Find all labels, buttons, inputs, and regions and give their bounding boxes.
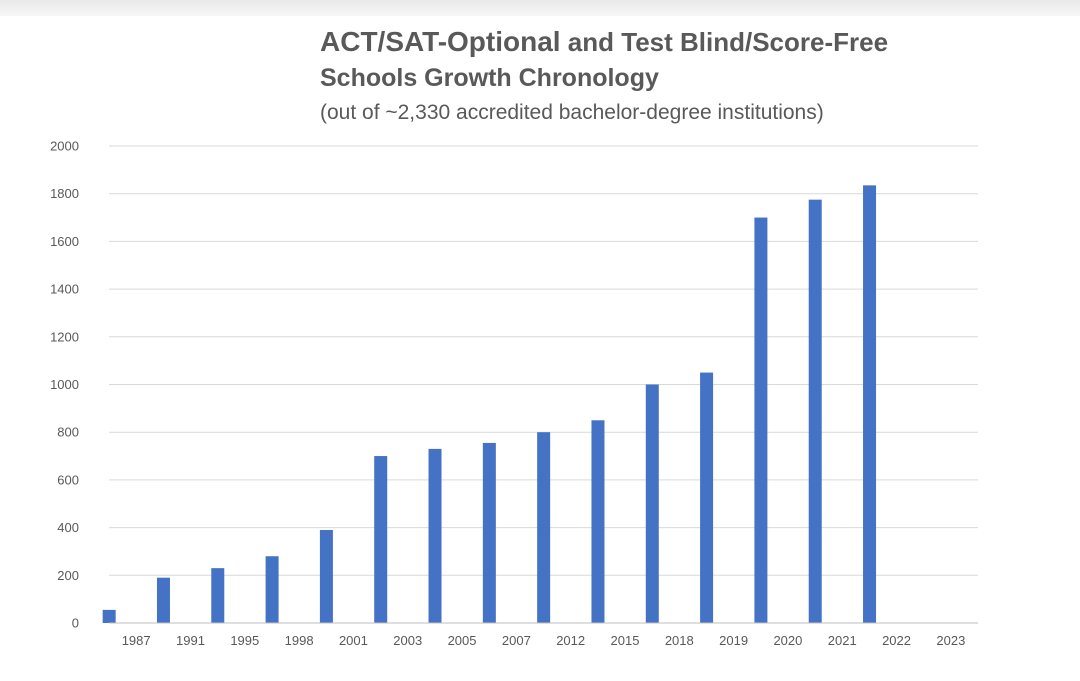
y-tick-label: 600	[57, 472, 79, 487]
bar-2007	[482, 442, 496, 623]
bar-2021	[808, 199, 822, 623]
y-tick-label: 400	[57, 520, 79, 535]
y-tick-label: 1800	[50, 186, 79, 201]
chart-title-part-1: ACT/SAT-Optional	[320, 26, 561, 57]
bar-1995	[211, 568, 225, 623]
bar-2001	[319, 529, 333, 623]
bar-2022	[863, 185, 877, 624]
x-tick-label: 2005	[448, 633, 477, 648]
chart-titles: ACT/SAT-Optional and Test Blind/Score-Fr…	[320, 24, 1020, 128]
x-tick-label: 2022	[882, 633, 911, 648]
x-tick-label: 1987	[122, 633, 151, 648]
x-tick-label: 2003	[393, 633, 422, 648]
bar-1998	[265, 556, 279, 623]
y-tick-label: 1600	[50, 234, 79, 249]
bar-2003	[374, 456, 388, 623]
y-tick-label: 1400	[50, 282, 79, 297]
bar-1987	[102, 609, 116, 623]
chart-title-line-2: Schools Growth Chronology	[320, 64, 659, 92]
x-tick-labels: 1987 1991 1995 1998 2001 2003 2005 2007 2012 2015…	[122, 633, 966, 648]
x-tick-label: 2007	[502, 633, 531, 648]
bar-2015	[591, 420, 605, 623]
bar-2012	[537, 432, 551, 623]
x-tick-label: 2012	[556, 633, 585, 648]
bar-2020	[754, 217, 768, 624]
y-tick-label: 1200	[50, 329, 79, 344]
bar-2018	[645, 384, 659, 623]
chart-title-line-1: ACT/SAT-Optional and Test Blind/Score-Fr…	[320, 24, 1020, 60]
bar-2005	[428, 448, 442, 623]
x-tick-label: 2021	[828, 633, 857, 648]
y-tick-labels: 0 200 400 600 800 1000 1200 1400 1600 1800 2000	[50, 139, 79, 631]
y-tick-label: 1000	[50, 377, 79, 392]
chart-title-part-2: and Test Blind/Score-Free	[560, 27, 889, 57]
x-tick-label: 1995	[230, 633, 259, 648]
x-tick-label: 2023	[936, 633, 965, 648]
x-tick-label: 2015	[611, 633, 640, 648]
chart-subtitle: (out of ~2,330 accredited bachelor-degre…	[320, 101, 824, 124]
bar-2019	[700, 372, 714, 623]
x-tick-label: 2018	[665, 633, 694, 648]
x-tick-label: 2020	[773, 633, 802, 648]
x-tick-label: 1998	[285, 633, 314, 648]
y-tick-label: 2000	[50, 139, 79, 154]
y-tick-label: 800	[57, 425, 79, 440]
bar-1991	[156, 577, 170, 623]
y-tick-label: 0	[72, 616, 79, 631]
top-band	[0, 0, 1080, 16]
x-tick-label: 2019	[719, 633, 748, 648]
x-tick-label: 2001	[339, 633, 368, 648]
x-tick-label: 1991	[176, 633, 205, 648]
y-tick-label: 200	[57, 568, 79, 583]
bars	[102, 185, 877, 624]
